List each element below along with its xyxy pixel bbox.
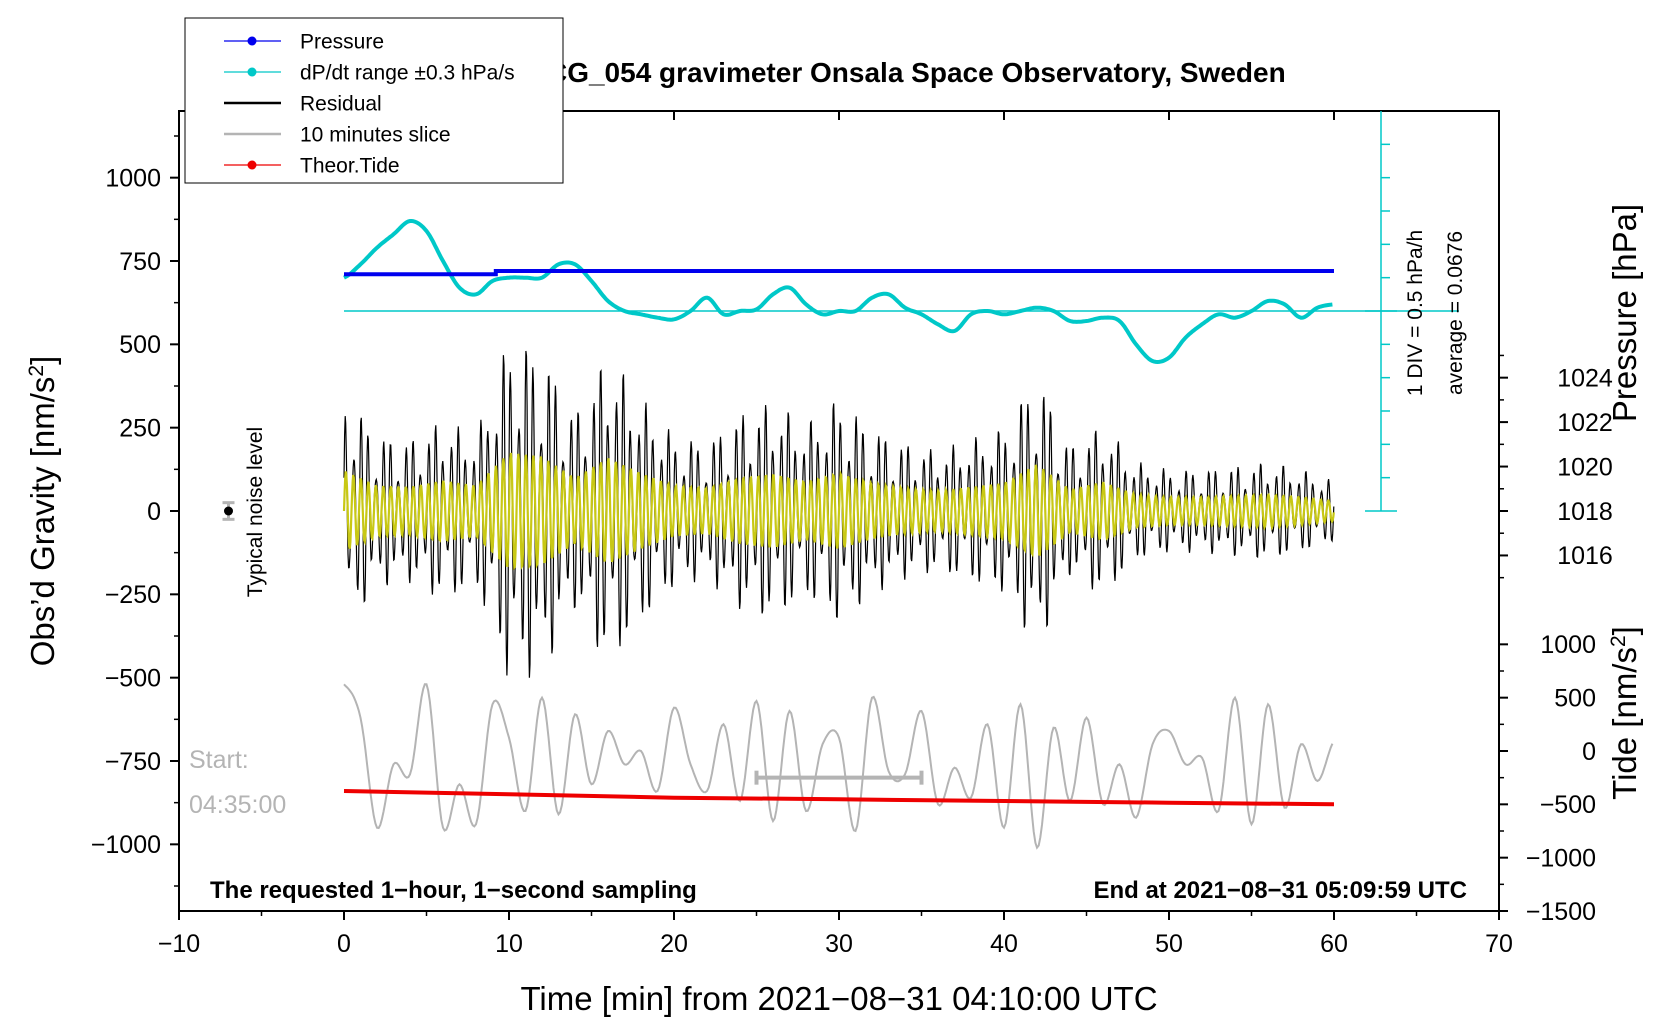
dpdt-scale-axis: [1365, 111, 1397, 512]
dpdt-line: [343, 219, 1333, 365]
y-axis-label-left: Obs’d Gravity [nm/s2]: [24, 356, 61, 667]
legend-label: 10 minutes slice: [300, 123, 451, 146]
pressure-tick-label: 1020: [1557, 453, 1613, 481]
noise-dot: [224, 506, 233, 516]
average-label: average = 0.0676: [1444, 231, 1467, 395]
residual-filtered-line: [342, 452, 1335, 571]
legend-swatch-dot: [247, 67, 257, 77]
y-tick-label: 250: [119, 414, 161, 442]
x-axis-label: Time [min] from 2021−08−31 04:10:00 UTC: [520, 980, 1157, 1017]
legend-swatch-dot: [247, 160, 257, 170]
x-tick-label: 60: [1320, 930, 1348, 958]
pressure-tick-label: 1016: [1557, 542, 1613, 570]
legend-label: dP/dt range ±0.3 hPa/s: [300, 61, 515, 84]
slice-waveform-line: [343, 683, 1334, 850]
x-tick-label: 40: [990, 930, 1018, 958]
y-tick-label: −750: [105, 748, 161, 776]
y-axis-label-tide-end: ]: [1606, 626, 1643, 635]
y-tick-label: −500: [105, 664, 161, 692]
y-axis-left: 1000 750 500 250 0 −250 −500 −750 −1000: [91, 135, 179, 887]
noise-label: Typical noise level: [244, 427, 267, 597]
legend: Pressure dP/dt range ±0.3 hPa/s Residual 10…: [184, 17, 564, 184]
legend-label: Residual: [300, 92, 382, 115]
y-axis-pressure: 1024 1022 1020 1018 1016: [1499, 354, 1613, 579]
pressure-tick-label: 1018: [1557, 498, 1613, 526]
footer-left: The requested 1−hour, 1−second sampling: [210, 877, 697, 904]
chart-title: SCG_054 gravimeter Onsala Space Observat…: [528, 57, 1285, 88]
y-tick-label: 750: [119, 248, 161, 276]
x-tick-label: 70: [1485, 930, 1513, 958]
pressure-tick-label: 1024: [1557, 364, 1613, 392]
legend-label: Pressure: [300, 30, 384, 53]
noise-level-marker: [222, 501, 235, 521]
y-axis-label-tide: Tide [nm/s2]: [1606, 626, 1643, 800]
x-tick-label: 20: [660, 930, 688, 958]
y-axis-label-pressure: Pressure [hPa]: [1606, 204, 1643, 422]
tide-tick-label: 500: [1554, 684, 1596, 712]
footer-right: End at 2021−08−31 05:09:59 UTC: [1093, 877, 1467, 904]
tide-tick-label: 0: [1582, 738, 1596, 766]
y-tick-label: −1000: [91, 831, 161, 859]
legend-items: Pressure dP/dt range ±0.3 hPa/s Residual 10…: [224, 30, 515, 177]
y-axis-label-left-text: Obs’d Gravity [nm/s: [24, 377, 61, 667]
legend-label: Theor.Tide: [300, 154, 400, 177]
pressure-tick-label: 1022: [1557, 409, 1613, 437]
legend-box: [184, 17, 564, 184]
pressure-line: [344, 269, 1334, 277]
x-tick-label: 30: [825, 930, 853, 958]
y-axis-label-left-sup: 2: [25, 365, 48, 377]
y-axis-tide: 1000 500 0 −500 −1000 −1500: [1499, 631, 1596, 926]
legend-swatch-dot: [247, 36, 257, 46]
y-tick-label: −250: [105, 581, 161, 609]
y-tick-label: 1000: [105, 164, 161, 192]
y-axis-label-tide-text: Tide [nm/s: [1606, 647, 1643, 800]
tide-tick-label: −1500: [1526, 898, 1596, 926]
y-axis-label-tide-sup: 2: [1607, 635, 1630, 647]
x-tick-label: 0: [337, 930, 351, 958]
start-time: 04:35:00: [189, 791, 286, 819]
x-tick-label: −10: [158, 930, 200, 958]
x-tick-label: 10: [495, 930, 523, 958]
x-tick-label: 50: [1155, 930, 1183, 958]
slice-bar: [754, 770, 924, 785]
y-axis-label-left-end: ]: [24, 356, 61, 365]
x-axis: −10 0 10 20 30 40 50 60 70: [158, 111, 1513, 958]
start-label: Start:: [189, 746, 249, 774]
tide-tick-label: −500: [1540, 791, 1596, 819]
tide-tick-label: 1000: [1540, 631, 1596, 659]
pressure-scale-label: 1 DIV = 0.5 hPa/h: [1404, 230, 1427, 396]
tide-line: [343, 789, 1335, 807]
y-tick-label: 500: [119, 331, 161, 359]
y-tick-label: 0: [147, 498, 161, 526]
tide-tick-label: −1000: [1526, 844, 1596, 872]
